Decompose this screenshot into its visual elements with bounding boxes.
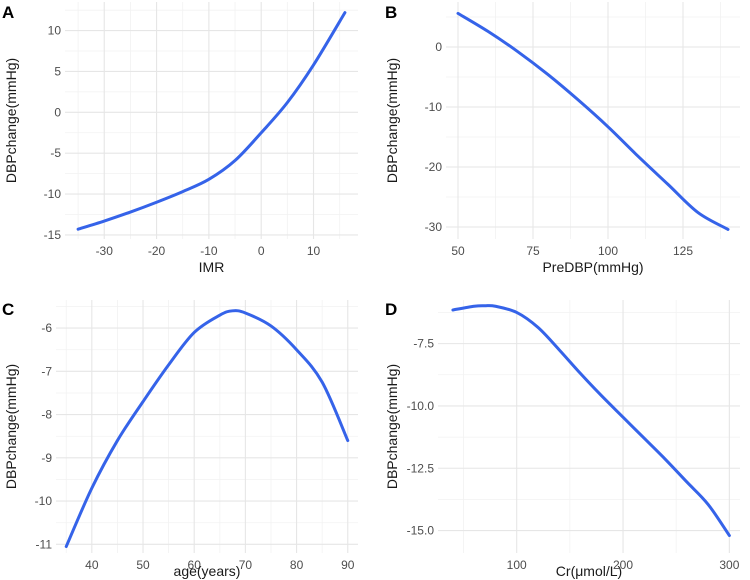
x-tick-label: -20 xyxy=(148,244,166,258)
x-tick-label: 60 xyxy=(188,558,202,572)
y-axis-title: DBPchange(mmHg) xyxy=(3,364,19,489)
panel-b: 50 75 100 125 -30 -20 -10 0 PreDBP(mmHg) DBPchang… xyxy=(384,2,740,275)
y-tick-label: -10 xyxy=(425,100,443,114)
x-tick-label: 50 xyxy=(136,558,150,572)
y-tick-label: -8 xyxy=(41,408,52,422)
x-tick-label: 100 xyxy=(598,244,618,258)
y-tick-label: -7 xyxy=(41,364,52,378)
panel-letter: D xyxy=(385,300,397,319)
x-tick-label: -30 xyxy=(96,244,114,258)
series-line xyxy=(64,309,350,549)
series-line xyxy=(76,11,347,231)
panel-d: 100 200 300 -15.0 -12.5 -10.0 -7.5 Cr(μmol/L) DB… xyxy=(384,300,740,579)
x-tick-label: 200 xyxy=(613,558,633,572)
x-tick-label: 300 xyxy=(719,558,739,572)
y-tick-label: -10 xyxy=(44,187,62,201)
y-tick-label: -11 xyxy=(36,537,53,551)
y-tick-label: -7.5 xyxy=(413,337,434,351)
y-tick-label: -6 xyxy=(41,321,52,335)
x-axis-title: IMR xyxy=(199,259,225,275)
y-tick-label: -15 xyxy=(44,228,62,242)
y-tick-label: 0 xyxy=(54,105,61,119)
series-line xyxy=(456,11,730,231)
x-axis-title: PreDBP(mmHg) xyxy=(542,259,643,275)
y-tick-label: 0 xyxy=(435,40,442,54)
x-axis-title: Cr(μmol/L) xyxy=(556,563,622,579)
y-tick-label: 5 xyxy=(54,64,61,78)
x-tick-label: -10 xyxy=(200,244,218,258)
y-tick-label: -10.0 xyxy=(407,399,435,413)
x-tick-label: 0 xyxy=(258,244,265,258)
x-tick-label: 125 xyxy=(673,244,693,258)
series-line xyxy=(451,304,731,538)
x-tick-label: 10 xyxy=(307,244,321,258)
x-tick-label: 75 xyxy=(526,244,540,258)
panel-c: 40 50 60 70 80 90 -11 -10 -9 -8 -7 -6 age(years) DBPc… xyxy=(2,300,358,579)
x-tick-label: 100 xyxy=(507,558,527,572)
x-tick-label: 50 xyxy=(451,244,465,258)
y-tick-label: -12.5 xyxy=(407,461,435,475)
y-axis-title: DBPchange(mmHg) xyxy=(384,58,400,183)
x-axis-title: age(years) xyxy=(174,563,241,579)
panel-letter: A xyxy=(2,3,14,22)
x-tick-label: 40 xyxy=(85,558,99,572)
panel-letter: C xyxy=(2,300,14,319)
y-axis-title: DBPchange(mmHg) xyxy=(3,58,19,183)
x-tick-label: 70 xyxy=(239,558,253,572)
y-tick-label: -9 xyxy=(41,451,52,465)
panel-a: -30 -20 -10 0 10 -15 -10 -5 0 5 10 IMR DBPchange(mmH… xyxy=(2,2,358,275)
y-tick-label: -30 xyxy=(425,220,443,234)
x-tick-label: 90 xyxy=(341,558,355,572)
y-tick-label: -20 xyxy=(425,160,443,174)
x-tick-label: 80 xyxy=(290,558,304,572)
y-tick-label: -15.0 xyxy=(407,524,435,538)
panel-letter: B xyxy=(385,3,397,22)
y-tick-label: 10 xyxy=(48,24,62,38)
y-tick-label: -5 xyxy=(50,146,61,160)
y-tick-label: -10 xyxy=(35,494,53,508)
y-axis-title: DBPchange(mmHg) xyxy=(384,364,400,489)
